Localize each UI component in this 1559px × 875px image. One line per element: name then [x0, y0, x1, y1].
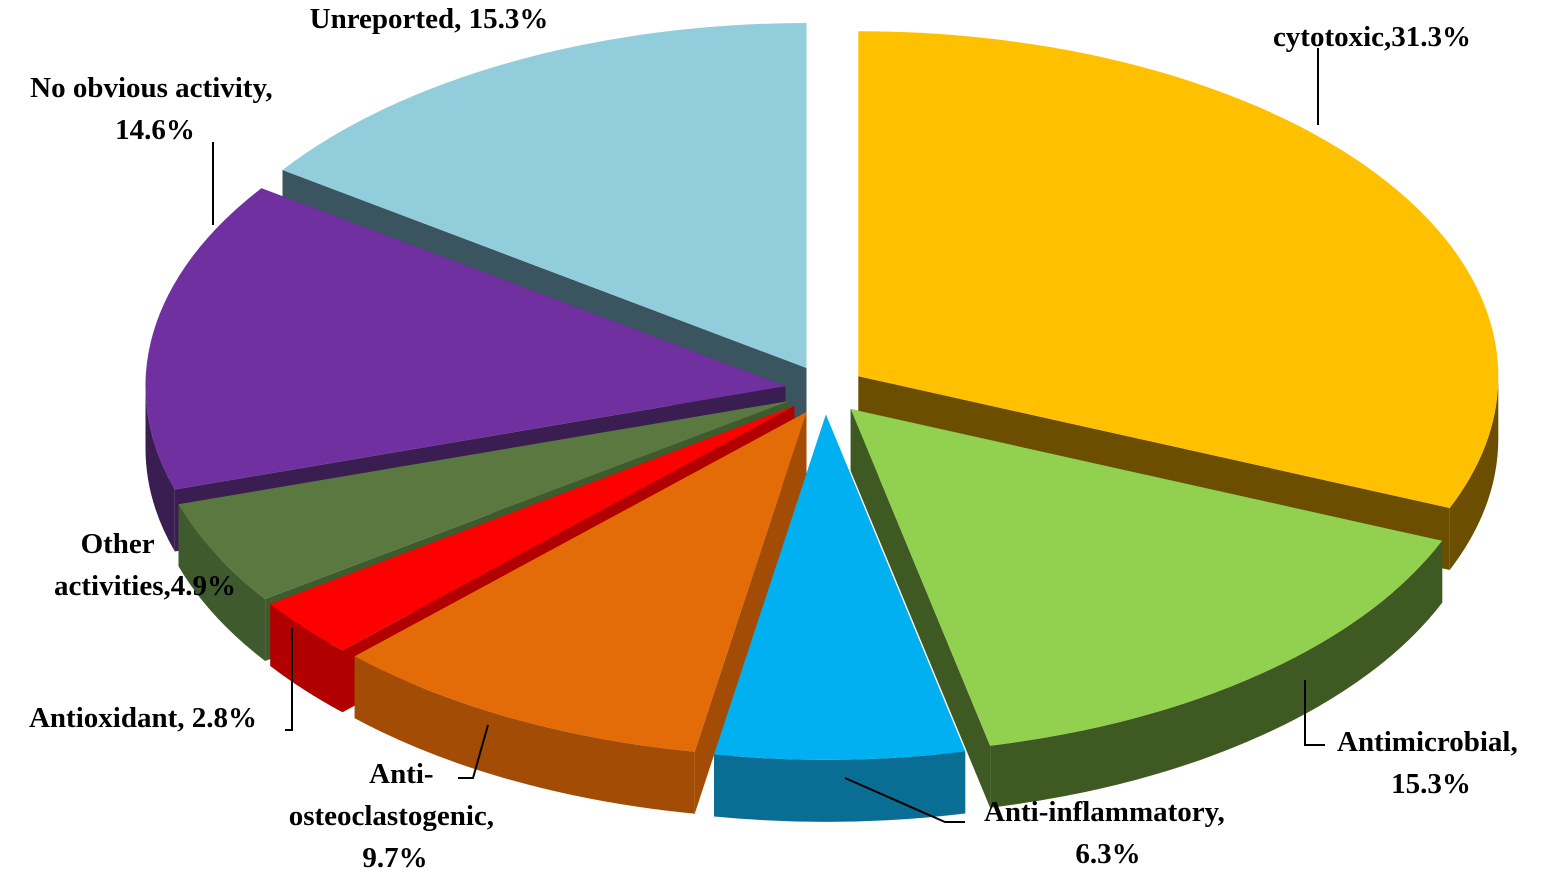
leader-line-anti-inflammatory — [844, 777, 965, 823]
label-antimicrobial: Antimicrobial, 15.3% — [1337, 726, 1525, 800]
slice-top-antioxidant — [270, 406, 795, 651]
label-other-activities: Other activities,4.9% — [54, 528, 236, 602]
slice-top-antimicrobial — [850, 409, 1443, 746]
leader-line-anti-osteoclastogenic — [458, 724, 489, 779]
leader-lines — [212, 48, 1325, 823]
slice-rim-antioxidant — [270, 604, 343, 713]
leader-line-antioxidant — [285, 628, 293, 731]
slice-anti-osteoclastogenic — [354, 412, 807, 814]
slice-antimicrobial — [850, 409, 1443, 808]
slice-rim-anti-inflammatory — [714, 751, 966, 822]
label-anti-inflammatory: Anti-inflammatory, 6.3% — [984, 796, 1232, 870]
label-cytotoxic: cytotoxic,31.3% — [1273, 21, 1471, 53]
pie-slices — [145, 23, 1499, 822]
slice-top-anti-osteoclastogenic — [354, 412, 807, 752]
leader-line-antimicrobial — [1304, 680, 1325, 746]
slice-rim-no-obvious-activity — [145, 386, 175, 552]
slice-rim-antimicrobial — [990, 540, 1443, 808]
label-anti-osteoclastogenic: Anti- osteoclastogenic, 9.7% — [289, 758, 502, 874]
slice-top-anti-inflammatory — [714, 414, 966, 760]
slice-rim-anti-osteoclastogenic — [354, 656, 695, 814]
label-unreported: Unreported, 15.3% — [310, 3, 549, 35]
slice-wall-start-anti-osteoclastogenic — [694, 412, 807, 814]
slice-labels: Unreported, 15.3% cytotoxic,31.3% No obv… — [29, 3, 1525, 874]
label-no-obvious-activity: No obvious activity, 14.6% — [30, 72, 280, 146]
slice-top-cytotoxic — [858, 31, 1499, 508]
slice-top-other-activities — [178, 401, 790, 599]
slice-rim-other-activities — [178, 504, 266, 661]
label-antioxidant: Antioxidant, 2.8% — [29, 702, 257, 734]
slice-top-unreported — [282, 23, 807, 368]
slice-top-no-obvious-activity — [145, 188, 786, 490]
slice-anti-inflammatory — [714, 414, 966, 822]
slice-wall-end-antimicrobial — [850, 409, 991, 808]
slice-rim-cytotoxic — [1449, 376, 1499, 570]
